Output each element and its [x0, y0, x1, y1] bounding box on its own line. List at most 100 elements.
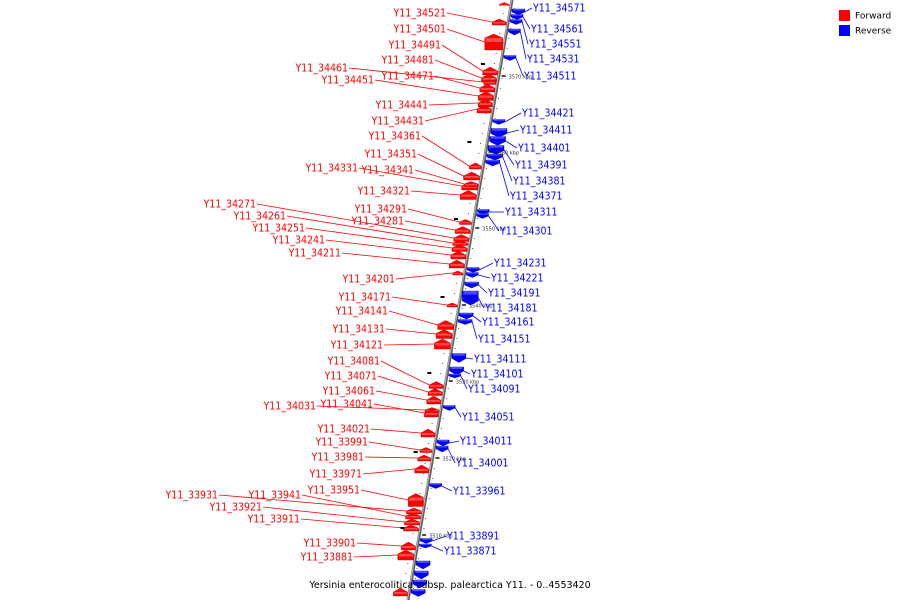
forward-gene-Y11_34271 [453, 234, 469, 242]
minor-tick [472, 248, 474, 249]
reverse-leader-line [520, 31, 527, 60]
reverse-gene-Y11_34181 [462, 290, 479, 306]
forward-gene-Y11_34351-shade [464, 176, 479, 178]
minor-tick [490, 83, 492, 84]
forward-gene-partial-0-shade [500, 4, 509, 6]
minor-tick [466, 223, 468, 224]
genome-axis-highlight [406, 0, 512, 600]
reverse-gene-partial-3 [411, 589, 426, 597]
reverse-gene-Y11_34101 [449, 366, 464, 376]
forward-gene-label: Y11_33971 [308, 469, 362, 481]
forward-gene-label: Y11_34321 [356, 186, 410, 198]
minor-tick [471, 193, 473, 194]
forward-gene-Y11_33931 [406, 507, 422, 515]
minor-tick [416, 568, 418, 569]
forward-gene-label: Y11_34081 [326, 356, 380, 368]
reverse-leader-line [478, 274, 491, 279]
minor-tick [476, 163, 478, 164]
reverse-gene-partial-1-shade [415, 571, 428, 573]
forward-gene-label: Y11_34061 [321, 386, 375, 398]
minor-tick [498, 98, 500, 99]
reverse-leader-line [449, 440, 460, 444]
forward-leader-line [368, 441, 421, 451]
minor-tick [447, 333, 449, 334]
reverse-gene-label: Y11_33891 [446, 531, 500, 543]
forward-leader-line [385, 328, 437, 335]
forward-leader-line [421, 135, 470, 167]
reverse-gene-Y11_34051 [443, 405, 456, 411]
forward-gene-Y11_33951 [408, 493, 424, 507]
reverse-gene-Y11_34371 [485, 159, 500, 167]
forward-gene-Y11_34521 [491, 18, 507, 26]
forward-gene-Y11_34071-shade [429, 392, 442, 394]
reverse-gene-partial-0 [415, 560, 431, 570]
forward-gene-Y11_34321-shade [461, 194, 476, 197]
minor-tick [449, 378, 451, 379]
minor-tick [456, 338, 458, 339]
minor-tick [463, 298, 465, 299]
forward-gene-Y11_34501-shade [485, 38, 502, 42]
forward-gene-label: Y11_34351 [363, 149, 417, 161]
feature-marker [480, 63, 485, 65]
forward-leader-line [374, 79, 479, 97]
minor-tick [461, 308, 463, 309]
forward-gene-Y11_34341-shade [465, 184, 478, 186]
reverse-gene-partial-1 [414, 570, 429, 580]
reverse-gene-Y11_34221-shade [467, 272, 478, 274]
forward-gene-Y11_34491-shade [483, 71, 497, 73]
minor-tick [464, 233, 466, 234]
scale-tick-label: 3570 kbp [509, 75, 533, 81]
forward-gene-Y11_34291-shade [460, 222, 471, 224]
forward-gene-Y11_34451-shade [479, 95, 493, 98]
legend-label-reverse: Reverse [855, 27, 892, 37]
minor-tick [468, 268, 470, 269]
forward-gene-Y11_33911 [403, 524, 419, 532]
reverse-leader-line [524, 7, 533, 13]
minor-tick [457, 273, 459, 274]
reverse-gene-Y11_34411-shade [491, 128, 506, 131]
reverse-gene-Y11_33961-shade [430, 483, 441, 485]
minor-tick [497, 43, 499, 44]
forward-gene-Y11_34461-shade [484, 82, 495, 84]
reverse-gene-partial-2 [412, 579, 427, 589]
reverse-gene-Y11_34221 [466, 272, 479, 278]
minor-tick [446, 398, 448, 399]
forward-gene-label: Y11_34291 [353, 204, 407, 216]
reverse-leader-line [505, 140, 518, 149]
reverse-gene-Y11_34421 [492, 119, 506, 125]
forward-gene-Y11_33971-shade [415, 469, 428, 471]
reverse-gene-label: Y11_34511 [523, 71, 577, 83]
minor-tick [462, 243, 464, 244]
forward-gene-Y11_34501 [484, 33, 503, 51]
reverse-gene-Y11_34561 [510, 14, 524, 20]
scale-tick-label: 3530 kbp [456, 380, 480, 386]
minor-tick [504, 58, 506, 59]
minor-tick [415, 513, 417, 514]
minor-tick [419, 493, 421, 494]
forward-gene-label: Y11_34501 [392, 24, 446, 36]
forward-leader-line [364, 456, 418, 459]
forward-gene-Y11_33921 [404, 518, 420, 526]
minor-tick [508, 38, 510, 39]
minor-tick [510, 28, 512, 29]
minor-tick [422, 473, 424, 474]
minor-tick [482, 188, 484, 189]
forward-gene-label: Y11_33921 [208, 502, 262, 514]
forward-gene-label: Y11_34491 [387, 40, 441, 52]
forward-gene-label: Y11_34521 [392, 8, 446, 20]
reverse-gene-Y11_33961 [429, 483, 442, 489]
minor-tick [444, 408, 446, 409]
reverse-gene-Y11_34571 [511, 8, 526, 16]
reverse-gene-label: Y11_33871 [443, 546, 497, 558]
reverse-gene-Y11_34111-shade [452, 353, 465, 356]
reverse-gene-Y11_34561-shade [512, 14, 523, 16]
reverse-gene-Y11_34111 [451, 353, 467, 363]
minor-tick [465, 288, 467, 289]
forward-gene-Y11_34441 [477, 98, 493, 108]
forward-leader-line [383, 343, 435, 346]
forward-gene-Y11_34211 [449, 259, 465, 269]
forward-gene-partial-1-shade [394, 592, 407, 594]
reverse-gene-label: Y11_34181 [484, 303, 538, 315]
minor-tick [506, 48, 508, 49]
